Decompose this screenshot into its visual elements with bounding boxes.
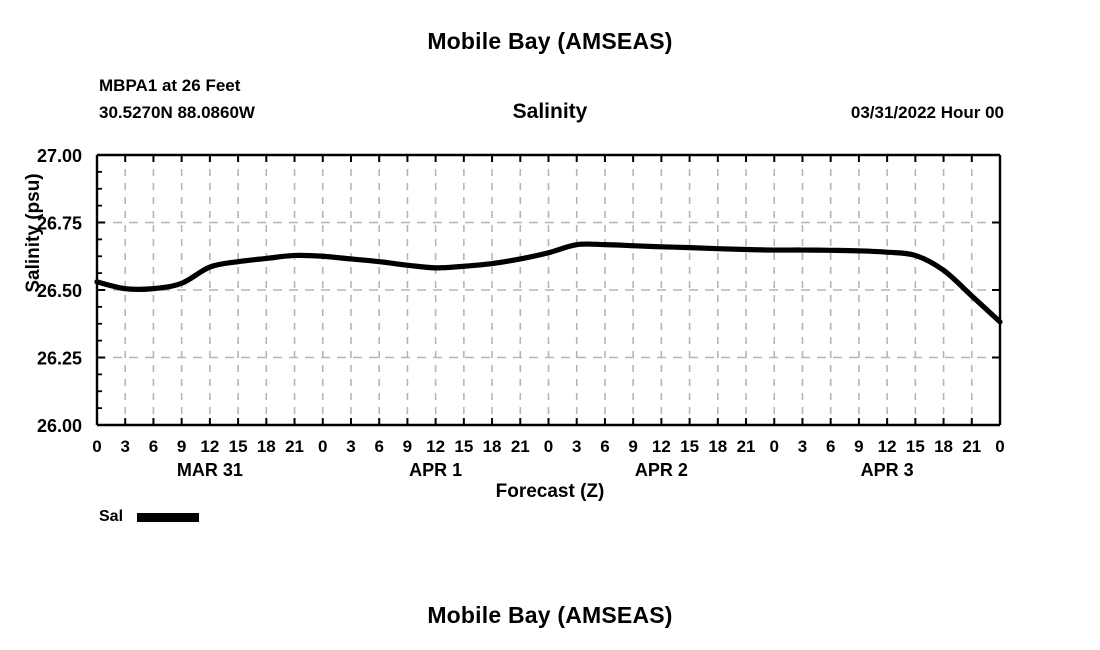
x-tick-label: 15 xyxy=(454,437,473,456)
legend-label-sal: Sal xyxy=(99,508,124,525)
bottom-title: Mobile Bay (AMSEAS) xyxy=(427,602,673,628)
x-tick-label: 12 xyxy=(200,437,219,456)
y-tick-labels: 27.00 26.75 26.50 26.25 26.00 xyxy=(37,146,82,436)
x-tick-label: 18 xyxy=(934,437,953,456)
chart-legend: Sal xyxy=(99,508,200,526)
x-tick-label: 21 xyxy=(737,437,756,456)
x-tick-label: 6 xyxy=(374,437,383,456)
x-tick-labels: 0 3 6 9 12 15 18 21 0 3 6 9 12 15 18 21 0 3 6 9 12 15 18 21 0 3 6 9… xyxy=(92,437,1004,456)
x-tick-label: 9 xyxy=(177,437,186,456)
x-tick-label: 12 xyxy=(652,437,671,456)
y-tick-label: 27.00 xyxy=(37,146,82,166)
x-tick-label: 3 xyxy=(120,437,129,456)
x-tick-label: 12 xyxy=(878,437,897,456)
model-run-time: 03/31/2022 Hour 00 xyxy=(850,103,1004,122)
tick-layer xyxy=(96,154,1001,426)
page-title: Mobile Bay (AMSEAS) xyxy=(427,28,673,54)
x-tick-label: 18 xyxy=(483,437,502,456)
x-tick-label: 21 xyxy=(962,437,981,456)
y-tick-label: 26.50 xyxy=(37,281,82,301)
x-tick-label: 15 xyxy=(680,437,699,456)
legend-swatch-sal xyxy=(137,512,200,522)
x-tick-label: 3 xyxy=(346,437,355,456)
station-name: MBPA1 at 26 Feet xyxy=(99,76,241,95)
x-tick-label: 3 xyxy=(572,437,581,456)
x-tick-label: 9 xyxy=(403,437,412,456)
y-tick-label: 26.00 xyxy=(37,416,82,436)
x-tick-label: 0 xyxy=(995,437,1004,456)
x-tick-label: 6 xyxy=(826,437,835,456)
x-axis-day-label: APR 1 xyxy=(409,460,462,480)
x-tick-label: 21 xyxy=(511,437,530,456)
x-tick-label: 15 xyxy=(229,437,248,456)
x-axis-day-label: APR 3 xyxy=(861,460,914,480)
series-layer xyxy=(94,241,1003,325)
station-coordinates: 30.5270N 88.0860W xyxy=(99,103,255,122)
y-tick-label: 26.75 xyxy=(37,214,82,234)
x-axis-day-label: APR 2 xyxy=(635,460,688,480)
x-tick-label: 0 xyxy=(92,437,101,456)
x-tick-label: 21 xyxy=(285,437,304,456)
x-tick-label: 6 xyxy=(149,437,158,456)
x-axis-day-label: MAR 31 xyxy=(177,460,243,480)
y-tick-label: 26.25 xyxy=(37,349,82,369)
series-line-sal xyxy=(94,241,1003,325)
x-tick-label: 12 xyxy=(426,437,445,456)
x-tick-label: 18 xyxy=(257,437,276,456)
x-tick-label: 9 xyxy=(628,437,637,456)
x-tick-label: 0 xyxy=(544,437,553,456)
x-tick-label: 3 xyxy=(798,437,807,456)
x-tick-label: 15 xyxy=(906,437,925,456)
grid-layer xyxy=(97,155,1000,425)
y-axis-label: Salinity (psu) xyxy=(23,173,44,293)
x-tick-label: 18 xyxy=(708,437,727,456)
x-tick-label: 0 xyxy=(770,437,779,456)
x-tick-label: 0 xyxy=(318,437,327,456)
day-labels: MAR 31 APR 1 APR 2 APR 3 xyxy=(177,460,914,480)
chart-subtitle: Salinity xyxy=(512,100,588,123)
x-axis-label: Forecast (Z) xyxy=(495,481,605,502)
x-tick-label: 9 xyxy=(854,437,863,456)
x-tick-label: 6 xyxy=(600,437,609,456)
